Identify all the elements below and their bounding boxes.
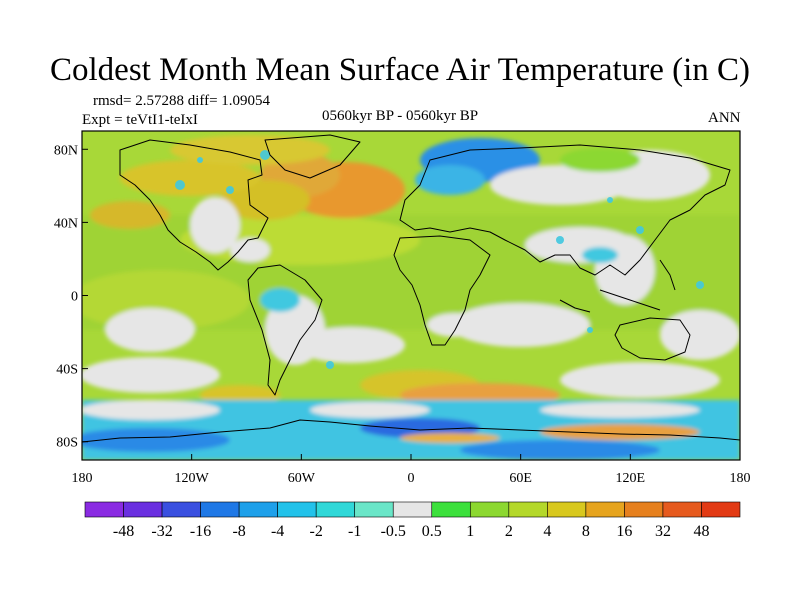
colorbar-swatch: [547, 501, 587, 518]
colorbar-swatch: [392, 501, 433, 518]
lat-tick-label: 80N: [54, 143, 78, 158]
colorbar-swatch: [701, 501, 741, 518]
stats-text: rmsd= 2.57288 diff= 1.09054: [93, 93, 271, 109]
lon-tick-label: 60E: [509, 471, 532, 486]
colorbar-label: 48: [693, 523, 709, 540]
gray-east-asia: [595, 235, 655, 305]
lon-tick-label: 60W: [288, 471, 316, 486]
lat-tick-label: 0: [71, 290, 78, 305]
colorbar-swatch: [315, 501, 356, 518]
lon-tick-label: 0: [408, 471, 415, 486]
colorbar-label: 0.5: [422, 523, 442, 540]
lon-tick-label: 180: [72, 471, 93, 486]
lat-tick-label: 80S: [56, 436, 78, 451]
latitude-axis: 80N 40N 0 40S 80S: [54, 143, 88, 451]
colorbar-label: -0.5: [381, 523, 406, 540]
coast-antarctica: [82, 419, 740, 443]
coast-eurasia: [399, 144, 731, 276]
colorbar: -48 -32 -16 -8 -4 -2 -1 -0.5 0.5 1 2 4 8 16 32 48: [84, 501, 741, 540]
lon-tick-label: 120E: [616, 471, 646, 486]
colorbar-label: -48: [113, 523, 134, 540]
colorbar-label: -1: [348, 523, 361, 540]
colorbar-swatch: [200, 501, 240, 518]
colorbar-label: 4: [543, 523, 551, 540]
coast-africa: [393, 235, 491, 346]
colorbar-label: 32: [655, 523, 671, 540]
colorbar-swatch: [123, 501, 163, 518]
colorbar-swatch: [161, 501, 201, 518]
colorbar-swatch: [277, 501, 317, 518]
colorbar-swatch: [84, 501, 124, 518]
coast-south-america: [247, 264, 323, 396]
colorbar-label: -4: [271, 523, 284, 540]
coastlines: [82, 134, 740, 443]
experiment-text: Expt = teVtI1-teIxI: [82, 112, 198, 128]
temperature-field: [82, 131, 740, 460]
season-text: ANN: [708, 110, 741, 126]
coast-greenland: [264, 134, 361, 179]
map-title: Coldest Month Mean Surface Air Temperatu…: [50, 52, 750, 88]
period-text: 0560kyr BP - 0560kyr BP: [321, 108, 479, 124]
colorbar-swatch: [662, 501, 702, 518]
lat-tick-label: 40N: [54, 216, 78, 231]
colorbar-swatch: [238, 501, 278, 518]
colorbar-swatch: [469, 501, 510, 518]
colorbar-label: 2: [505, 523, 513, 540]
colorbar-swatch: [508, 501, 548, 518]
lon-tick-label: 180: [730, 471, 751, 486]
colorbar-label: 8: [582, 523, 590, 540]
colorbar-label: 16: [616, 523, 632, 540]
longitude-axis: 180 120W 60W 0 60E 120E 180: [72, 454, 751, 486]
lat-tick-label: 40S: [56, 363, 78, 378]
lon-tick-label: 120W: [175, 471, 210, 486]
colorbar-swatch: [624, 501, 664, 518]
colorbar-swatch: [354, 501, 394, 518]
colorbar-label: 1: [466, 523, 474, 540]
colorbar-label: -16: [190, 523, 211, 540]
colorbar-label: -8: [232, 523, 245, 540]
colorbar-label: -2: [310, 523, 323, 540]
coast-north-america: [119, 139, 269, 271]
colorbar-swatch: [585, 501, 625, 518]
coast-australia: [614, 317, 691, 361]
coast-maritime-asia: [559, 259, 676, 313]
colorbar-swatch: [431, 501, 471, 518]
colorbar-label: -32: [151, 523, 172, 540]
